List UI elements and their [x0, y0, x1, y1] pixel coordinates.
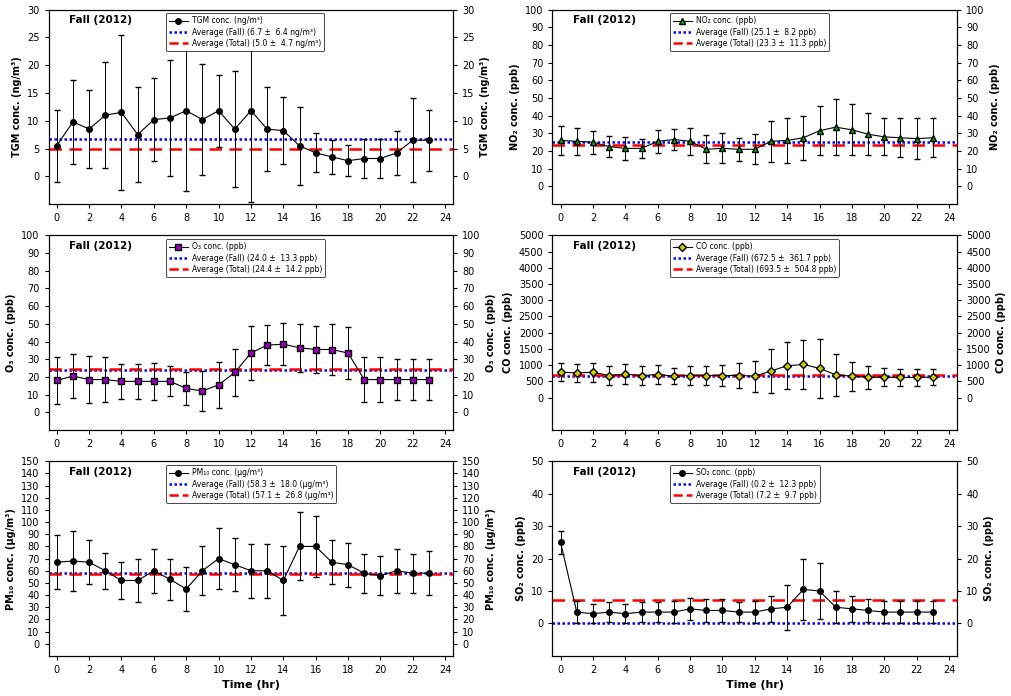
Text: Fall (2012): Fall (2012) [69, 242, 131, 251]
Legend: PM₁₀ conc. (μg/m³), Average (Fall) (58.3 ±  18.0 (μg/m³), Average (Total) (57.1 : PM₁₀ conc. (μg/m³), Average (Fall) (58.3… [166, 465, 336, 503]
Y-axis label: SO₂ conc. (ppb): SO₂ conc. (ppb) [515, 516, 525, 601]
Text: Fall (2012): Fall (2012) [572, 242, 635, 251]
Legend: TGM conc. (ng/m³), Average (Fall) (6.7 ±  6.4 ng/m³), Average (Total) (5.0 ±  4.: TGM conc. (ng/m³), Average (Fall) (6.7 ±… [166, 13, 324, 51]
X-axis label: Time (hr): Time (hr) [221, 681, 280, 690]
Y-axis label: NO₂ conc. (ppb): NO₂ conc. (ppb) [509, 63, 519, 150]
Text: Fall (2012): Fall (2012) [69, 467, 131, 477]
Text: Fall (2012): Fall (2012) [69, 15, 131, 25]
Y-axis label: O₃ conc. (ppb): O₃ conc. (ppb) [485, 294, 495, 372]
Legend: NO₂ conc. (ppb), Average (Fall) (25.1 ±  8.2 ppb), Average (Total) (23.3 ±  11.3: NO₂ conc. (ppb), Average (Fall) (25.1 ± … [669, 13, 828, 51]
Legend: SO₂ conc. (ppb), Average (Fall) (0.2 ±  12.3 ppb), Average (Total) (7.2 ±  9.7 p: SO₂ conc. (ppb), Average (Fall) (0.2 ± 1… [669, 465, 819, 503]
Y-axis label: NO₂ conc. (ppb): NO₂ conc. (ppb) [989, 63, 999, 150]
Y-axis label: PM₁₀ conc. (μg/m³): PM₁₀ conc. (μg/m³) [486, 507, 495, 610]
Y-axis label: TGM conc. (ng/m³): TGM conc. (ng/m³) [480, 56, 490, 157]
Y-axis label: O₃ conc. (ppb): O₃ conc. (ppb) [6, 294, 15, 372]
X-axis label: Time (hr): Time (hr) [725, 681, 784, 690]
Text: Fall (2012): Fall (2012) [572, 15, 635, 25]
Text: Fall (2012): Fall (2012) [572, 467, 635, 477]
Y-axis label: TGM conc. (ng/m³): TGM conc. (ng/m³) [11, 56, 21, 157]
Y-axis label: CO conc. (ppb): CO conc. (ppb) [502, 292, 513, 374]
Legend: CO conc. (ppb), Average (Fall) (672.5 ±  361.7 ppb), Average (Total) (693.5 ±  5: CO conc. (ppb), Average (Fall) (672.5 ± … [669, 239, 838, 277]
Legend: O₃ conc. (ppb), Average (Fall) (24.0 ±  13.3 ppb), Average (Total) (24.4 ±  14.2: O₃ conc. (ppb), Average (Fall) (24.0 ± 1… [166, 239, 325, 277]
Y-axis label: SO₂ conc. (ppb): SO₂ conc. (ppb) [983, 516, 993, 601]
Y-axis label: CO conc. (ppb): CO conc. (ppb) [996, 292, 1006, 374]
Y-axis label: PM₁₀ conc. (μg/m³): PM₁₀ conc. (μg/m³) [5, 507, 15, 610]
